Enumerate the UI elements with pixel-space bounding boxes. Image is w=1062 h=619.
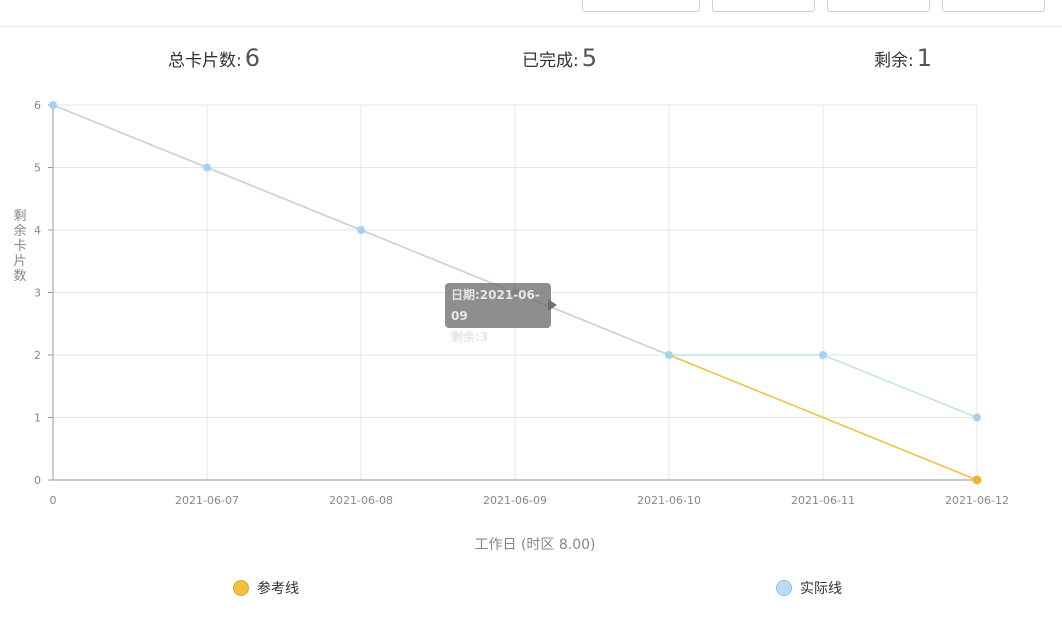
- y-axis-label-char: 余: [13, 223, 26, 239]
- legend-actual-label: 实际线: [800, 581, 842, 597]
- series-point-actual: [203, 163, 211, 172]
- toolbar-button-1[interactable]: [582, 0, 700, 12]
- x-tick-label: 2021-06-07: [175, 494, 239, 507]
- series-point-actual: [819, 351, 827, 359]
- series-point-actual: [973, 413, 981, 422]
- x-tick-label: 2021-06-10: [637, 494, 701, 507]
- stat-total: 总卡片数: 6: [168, 44, 260, 72]
- legend-actual-dot-icon: [776, 580, 792, 596]
- x-tick-label: 0: [50, 494, 57, 507]
- x-tick-label: 2021-06-12: [945, 494, 1009, 507]
- legend-reference-label: 参考线: [257, 581, 299, 597]
- x-tick-label: 2021-06-08: [329, 494, 393, 507]
- top-toolbar: [0, 0, 1062, 27]
- series-point-reference: [972, 475, 982, 485]
- y-tick-label: 4: [34, 224, 41, 237]
- series-point-actual: [49, 101, 57, 109]
- y-tick-label: 1: [34, 412, 41, 425]
- y-axis-label-char: 剩: [13, 209, 26, 224]
- chart-tooltip: 日期:2021-06-09 剩余:3: [445, 283, 551, 344]
- y-axis-label-char: 片: [13, 254, 26, 269]
- y-tick-label: 2: [34, 349, 41, 362]
- legend-reference-dot-icon: [233, 580, 249, 596]
- y-axis-label-char: 数: [13, 269, 26, 284]
- y-tick-label: 5: [34, 162, 41, 175]
- y-tick-label: 3: [34, 287, 41, 300]
- stat-total-label: 总卡片数:: [168, 51, 242, 71]
- stat-total-value: 6: [244, 44, 261, 72]
- series-point-actual: [665, 351, 673, 359]
- legend-reference[interactable]: 参考线: [233, 578, 299, 598]
- y-tick-label: 6: [34, 99, 41, 112]
- toolbar-button-2[interactable]: [712, 0, 815, 12]
- stat-remaining-label: 剩余:: [874, 51, 914, 71]
- series-point-actual: [357, 226, 365, 234]
- toolbar-button-4[interactable]: [942, 0, 1045, 12]
- stat-done: 已完成: 5: [522, 44, 597, 72]
- legend-actual[interactable]: 实际线: [776, 578, 842, 598]
- tooltip-remaining: 剩余:3: [451, 330, 489, 344]
- tooltip-arrow-icon: [548, 299, 557, 311]
- stat-done-label: 已完成:: [522, 51, 579, 71]
- y-axis-label-char: 卡: [13, 239, 26, 254]
- stat-done-value: 5: [581, 44, 598, 72]
- stat-remaining-value: 1: [916, 44, 933, 72]
- toolbar-button-3[interactable]: [827, 0, 930, 12]
- stat-remaining: 剩余: 1: [874, 44, 932, 72]
- x-axis-label: 工作日 (时区 8.00): [475, 537, 596, 553]
- x-tick-label: 2021-06-09: [483, 494, 547, 507]
- tooltip-date: 日期:2021-06-09: [451, 288, 540, 323]
- x-tick-label: 2021-06-11: [791, 494, 855, 507]
- y-tick-label: 0: [34, 474, 41, 487]
